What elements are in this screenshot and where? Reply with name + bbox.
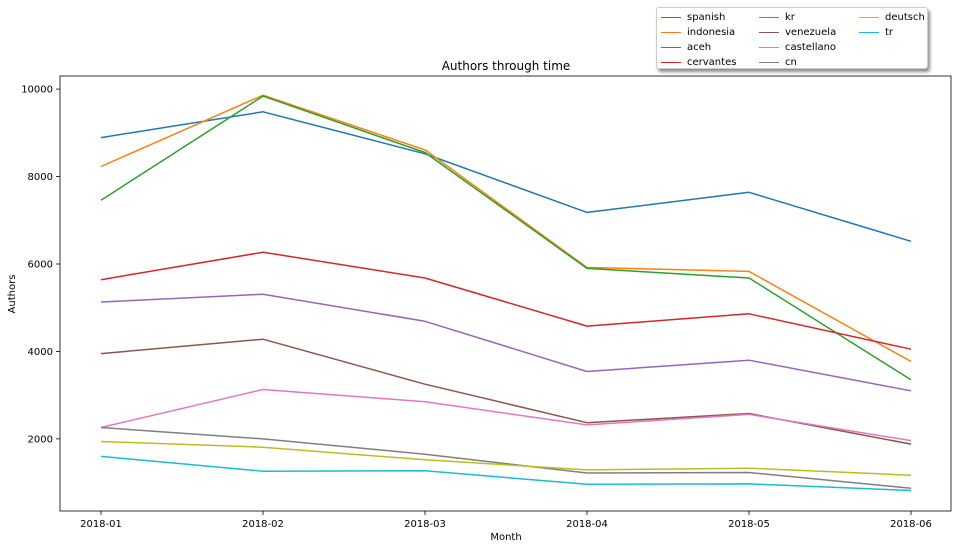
- legend-entry-spanish: spanish: [661, 10, 759, 25]
- y-axis-label: Authors: [7, 275, 18, 314]
- x-tick-label: 2018-02: [242, 519, 284, 530]
- legend-label: cn: [785, 57, 797, 68]
- legend-entry-cn: cn: [759, 55, 859, 70]
- legend-swatch: [661, 17, 681, 18]
- legend-label: aceh: [687, 42, 712, 53]
- legend-entry-aceh: aceh: [661, 40, 759, 55]
- legend-entry-deutsch: deutsch: [859, 10, 929, 25]
- legend-entry-castellano: castellano: [759, 40, 859, 55]
- series-line-kr: [100, 293, 912, 392]
- series-line-cervantes: [100, 251, 912, 350]
- legend-label: deutsch: [885, 12, 925, 23]
- x-tick-label: 2018-04: [566, 519, 608, 530]
- x-axis-label: Month: [490, 532, 521, 543]
- legend-label: venezuela: [785, 27, 837, 38]
- x-tick-label: 2018-05: [728, 519, 770, 530]
- legend-swatch: [759, 17, 779, 18]
- legend-entries: spanish indonesia aceh cervantes kr venezuela…: [661, 10, 925, 70]
- legend-swatch: [759, 32, 779, 33]
- y-tick-label: 4000: [28, 347, 53, 358]
- y-tick-label: 10000: [21, 85, 53, 96]
- legend-entry-indonesia: indonesia: [661, 25, 759, 40]
- series-line-indonesia: [100, 94, 912, 363]
- plot-area: 2018-01 2018-02 2018-03 2018-04 2018-05 2018-…: [21, 75, 952, 530]
- legend-swatch: [661, 62, 681, 63]
- y-tick-label: 8000: [28, 172, 53, 183]
- legend-entry-tr: tr: [859, 25, 929, 40]
- legend-swatch: [859, 17, 879, 18]
- chart-title: Authors through time: [442, 59, 571, 73]
- legend-swatch: [759, 62, 779, 63]
- legend-entry-venezuela: venezuela: [759, 25, 859, 40]
- legend-swatch: [859, 32, 879, 33]
- y-tick-label: 2000: [28, 434, 53, 445]
- legend-swatch: [661, 47, 681, 48]
- legend-entry-kr: kr: [759, 10, 859, 25]
- x-tick-label: 2018-06: [890, 519, 932, 530]
- legend-swatch: [759, 47, 779, 48]
- legend-label: castellano: [785, 42, 837, 53]
- series-line-deutsch: [100, 440, 912, 476]
- x-tick-label: 2018-03: [404, 519, 446, 530]
- legend-label: tr: [885, 27, 894, 38]
- series-line-castellano: [100, 388, 912, 442]
- legend-label: cervantes: [687, 57, 737, 68]
- series-line-venezuela: [100, 338, 912, 445]
- legend-swatch: [661, 32, 681, 33]
- legend: spanish indonesia aceh cervantes kr venezuela…: [656, 7, 928, 69]
- series-line-aceh: [100, 95, 912, 381]
- x-tick-label: 2018-01: [80, 519, 122, 530]
- legend-entry-cervantes: cervantes: [661, 55, 759, 70]
- series-line-tr: [100, 455, 912, 492]
- legend-label: kr: [785, 12, 795, 23]
- series-line-spanish: [100, 111, 912, 243]
- legend-label: spanish: [687, 12, 726, 23]
- y-tick-label: 6000: [28, 259, 53, 270]
- plot-frame: [59, 75, 952, 512]
- legend-label: indonesia: [687, 27, 736, 38]
- series-line-cn: [100, 426, 912, 490]
